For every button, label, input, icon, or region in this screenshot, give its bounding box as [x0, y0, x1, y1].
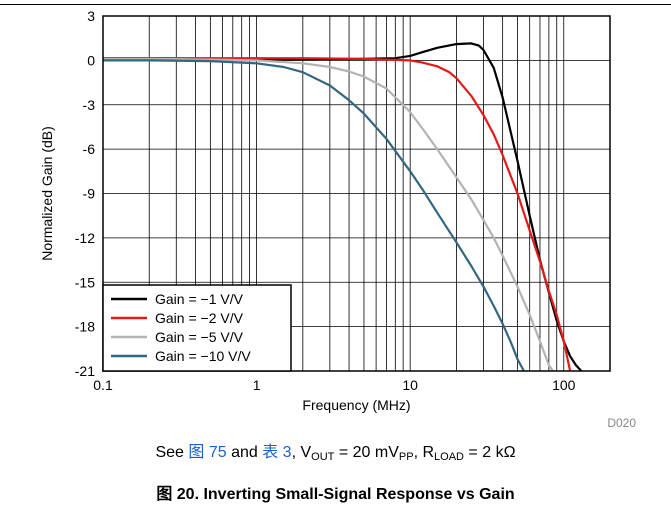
y-tick-label: -15	[75, 274, 95, 290]
y-axis-label: Normalized Gain (dB)	[39, 126, 55, 261]
legend-label: Gain = −5 V/V	[155, 329, 244, 345]
y-tick-label: 0	[87, 52, 95, 68]
legend-label: Gain = −1 V/V	[155, 291, 244, 307]
tick-labels: 3 0 -3 -6 -9 -12 -15 -18 -210.1 1 10 100	[75, 8, 576, 393]
y-tick-label: -6	[83, 141, 96, 157]
x-tick-label: 0.1	[93, 377, 113, 393]
caption-line: See 图 75 and 表 3, VOUT = 20 mVPP, RLOAD …	[0, 438, 671, 463]
plot-frame	[102, 15, 611, 372]
x-tick-label: 10	[402, 377, 418, 393]
figure-ref-link[interactable]: 图 75	[188, 444, 227, 461]
legend-label: Gain = −10 V/V	[155, 348, 251, 364]
caption-vout-value: = 20 mV	[334, 444, 399, 461]
series-line-3	[103, 57, 554, 371]
y-tick-label: -9	[83, 186, 96, 202]
y-tick-label: -3	[83, 97, 96, 113]
series-line-1	[103, 42, 583, 371]
y-tick-label: -12	[75, 230, 95, 246]
legend-label: Gain = −2 V/V	[155, 310, 244, 326]
y-tick-label: 3	[87, 8, 95, 24]
top-rule	[0, 4, 671, 5]
x-axis-label: Frequency (MHz)	[302, 397, 410, 413]
chart: 3 0 -3 -6 -9 -12 -15 -18 -210.1 1 10 100 Frequency …	[39, 8, 636, 430]
x-tick-label: 100	[552, 377, 576, 393]
caption-see-prefix: See	[155, 444, 189, 461]
y-tick-label: -18	[75, 319, 95, 335]
caption-vout-prefix: , V	[291, 444, 312, 461]
table-ref-link[interactable]: 表 3	[262, 444, 292, 461]
caption-and-text: and	[226, 444, 263, 461]
series-line-4	[103, 59, 525, 371]
figure-id-label: D020	[607, 416, 636, 430]
caption-rload-sub: LOAD	[434, 451, 464, 463]
series-line-2	[103, 57, 572, 371]
legend: Gain = −1 V/V Gain = −2 V/V Gain = −5 V/V G…	[102, 284, 292, 372]
x-tick-label: 1	[253, 377, 261, 393]
caption-vout-sub: OUT	[311, 451, 335, 463]
series-group	[103, 42, 583, 371]
caption-vout-value-sub: PP	[398, 451, 414, 463]
y-tick-label: -21	[75, 363, 95, 379]
caption-rload-value: = 2 kΩ	[463, 444, 516, 461]
figure-title: 图 20. Inverting Small-Signal Response vs…	[156, 486, 515, 503]
caption-rload-prefix: , R	[413, 444, 435, 461]
